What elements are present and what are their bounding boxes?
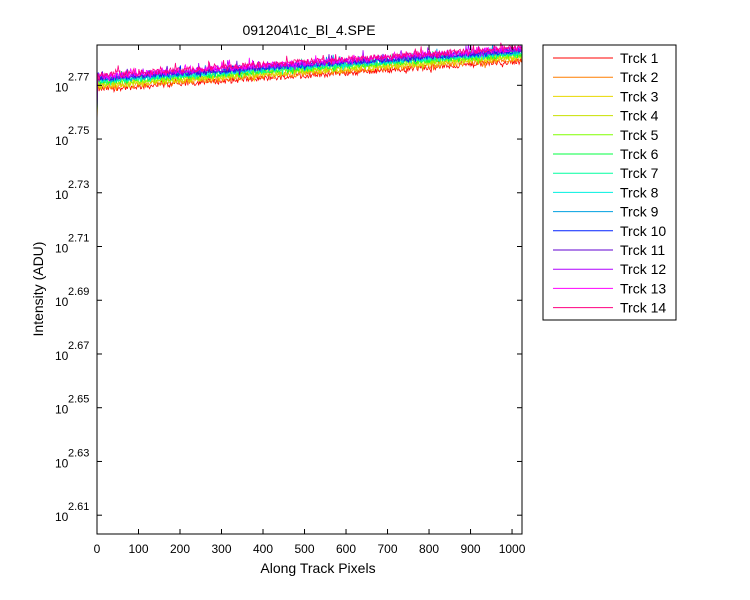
legend-items: Trck 1 Trck 2 Trck 3 Trck 4 Trck 5 Trck 6 Trck… <box>553 50 666 316</box>
x-tick-label: 900 <box>461 542 481 556</box>
x-tick-label: 800 <box>419 542 439 556</box>
y-tick-exponent: 2.67 <box>68 340 89 352</box>
x-tick-label: 700 <box>378 542 398 556</box>
x-tick-label: 500 <box>295 542 315 556</box>
y-tick-base: 10 <box>55 510 69 524</box>
y-tick-base: 10 <box>55 295 69 309</box>
legend-label: Trck 4 <box>620 108 659 124</box>
x-axis-label: Along Track Pixels <box>260 560 375 576</box>
legend-box <box>542 44 677 321</box>
y-axis-label: Intensity (ADU) <box>30 242 46 337</box>
y-tick-base: 10 <box>55 188 69 202</box>
y-tick-exponent: 2.65 <box>68 394 89 406</box>
series-line <box>96 53 522 129</box>
x-tick-label: 0 <box>94 542 101 556</box>
y-tick-exponent: 2.73 <box>68 179 89 191</box>
legend-label: Trck 3 <box>620 88 659 104</box>
legend-label: Trck 14 <box>620 300 666 316</box>
x-axis: 0 100 200 300 400 500 600 700 800 900 1000 <box>94 45 526 556</box>
x-tick-label: 600 <box>336 542 356 556</box>
y-axis: 102.61102.63102.65102.67102.69102.71102.… <box>55 71 522 524</box>
series-layer <box>96 42 522 129</box>
legend: Trck 1 Trck 2 Trck 3 Trck 4 Trck 5 Trck 6 Trck… <box>542 44 677 321</box>
y-tick-base: 10 <box>55 80 69 94</box>
x-tick-label: 1000 <box>499 542 526 556</box>
x-tick-label: 400 <box>253 542 273 556</box>
y-tick-exponent: 2.71 <box>68 233 89 245</box>
x-tick-label: 100 <box>128 542 148 556</box>
y-tick-exponent: 2.77 <box>68 71 89 83</box>
legend-label: Trck 1 <box>620 50 659 66</box>
y-tick-base: 10 <box>55 403 69 417</box>
y-tick-exponent: 2.75 <box>68 125 89 137</box>
y-tick-base: 10 <box>55 456 69 470</box>
legend-label: Trck 5 <box>620 127 659 143</box>
plot-area <box>97 45 522 534</box>
legend-label: Trck 6 <box>620 146 659 162</box>
legend-label: Trck 10 <box>620 223 666 239</box>
legend-label: Trck 7 <box>620 165 659 181</box>
y-tick-base: 10 <box>55 349 69 363</box>
x-tick-label: 200 <box>170 542 190 556</box>
x-tick-label: 300 <box>211 542 231 556</box>
chart-title: 091204\1c_Bl_4.SPE <box>242 22 375 38</box>
legend-label: Trck 9 <box>620 204 659 220</box>
y-tick-exponent: 2.69 <box>68 286 89 298</box>
plot-frame <box>96 44 523 535</box>
series-line <box>96 42 522 118</box>
legend-label: Trck 12 <box>620 261 666 277</box>
legend-label: Trck 11 <box>620 242 665 258</box>
y-tick-base: 10 <box>55 134 69 148</box>
legend-label: Trck 13 <box>620 280 666 296</box>
y-tick-base: 10 <box>55 242 69 256</box>
legend-label: Trck 2 <box>620 69 659 85</box>
y-tick-exponent: 2.63 <box>68 447 89 459</box>
legend-label: Trck 8 <box>620 184 659 200</box>
y-tick-exponent: 2.61 <box>68 501 89 513</box>
